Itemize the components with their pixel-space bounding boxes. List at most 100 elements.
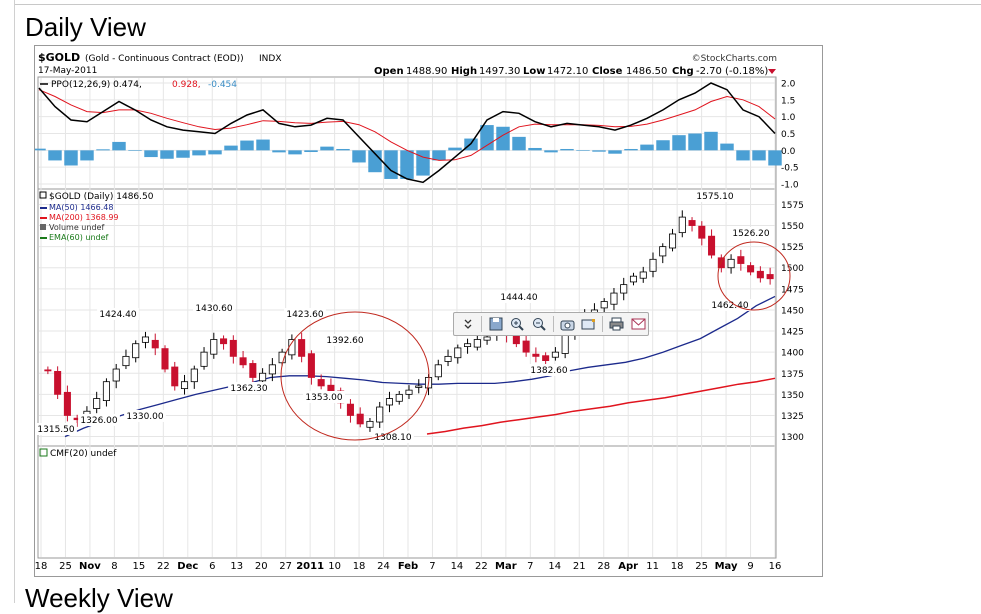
ppo-histogram-bar (656, 140, 670, 151)
close-label: Close (592, 66, 623, 77)
ppo-y-tick-label: 1.0 (781, 113, 796, 123)
candle-body (717, 257, 725, 269)
x-tick-label: 27 (279, 561, 292, 572)
candle-body (220, 338, 228, 345)
high-value: 1497.30 (479, 66, 520, 77)
candle-body (551, 351, 559, 358)
price-annotation-label: 1382.60 (530, 366, 567, 376)
camera-icon[interactable] (558, 315, 577, 333)
screen-icon[interactable] (579, 315, 598, 333)
candle-body (522, 340, 530, 353)
price-legend-volume: Volume undef (49, 223, 104, 232)
x-tick-label: 28 (597, 561, 610, 572)
price-y-tick-label: 1325 (781, 412, 804, 422)
candle-body (210, 339, 218, 355)
ppo-histogram-bar (208, 150, 222, 155)
candle-icon (39, 191, 47, 199)
ppo-histogram-bar (96, 149, 110, 151)
candle-body (532, 353, 540, 357)
ppo-histogram-bar (48, 150, 62, 161)
ppo-histogram-bar (672, 135, 686, 151)
ppo-histogram-bar (416, 150, 430, 176)
save-icon[interactable] (486, 315, 505, 333)
candle-body (385, 398, 394, 406)
price-annotation-label: 1575.10 (696, 192, 733, 202)
toolbar-divider (552, 316, 554, 332)
candle-body (54, 370, 62, 395)
highlight-circle-feb (280, 311, 430, 441)
x-tick-label: 20 (255, 561, 268, 572)
ppo-legend-hist: -0.454 (208, 80, 237, 90)
price-annotation-bg (303, 391, 345, 403)
x-axis-labels: 18 25 Nov 8 15 22 Dec 6 13 20 27 2011 10 18 24 Feb 7 14 22… (35, 561, 782, 572)
ppo-histogram-bar (224, 145, 238, 151)
price-annotation-label: 1444.40 (500, 293, 537, 303)
zoom-out-icon[interactable] (529, 315, 548, 333)
ppo-line (38, 82, 776, 184)
ppo-histogram-bar (64, 150, 78, 166)
x-tick-label: 14 (548, 561, 561, 572)
x-tick-label: 6 (209, 561, 215, 572)
mail-icon[interactable] (629, 315, 648, 333)
price-annotation-bg (124, 410, 166, 422)
candle-body (122, 355, 130, 367)
price-annotation-bg (193, 302, 235, 314)
x-tick-label: May (715, 561, 738, 572)
chg-value: -2.70 (-0.18%) (696, 66, 768, 77)
candle-body (151, 339, 159, 349)
price-y-tick-label: 1575 (781, 201, 804, 211)
ppo-histogram-bar (704, 131, 718, 151)
zoom-in-icon[interactable] (508, 315, 527, 333)
x-tick-label: 2011 (296, 561, 324, 572)
price-annotation-bg (284, 308, 326, 320)
price-annotation-label: 1462.40 (711, 301, 748, 311)
candle-body (649, 258, 657, 272)
ppo-histogram-bar (544, 150, 558, 153)
stock-chart[interactable]: $GOLD (Gold - Continuous Contract (EOD))… (32, 45, 823, 577)
candle-body (678, 216, 686, 234)
ppo-histogram-bar (304, 150, 318, 153)
price-annotation-label: 1353.00 (305, 393, 342, 403)
ppo-histogram-bar (496, 126, 510, 151)
price-annotation-label: 1392.60 (326, 336, 363, 346)
ppo-histogram-bar (368, 150, 382, 173)
price-annotation-label: 1424.40 (99, 310, 136, 320)
x-tick-label: 10 (328, 561, 341, 572)
candle-body (727, 258, 735, 269)
ppo-histogram-bar (576, 150, 590, 151)
x-tick-label: 11 (646, 561, 659, 572)
candle-body (688, 220, 696, 226)
x-tick-label: Feb (398, 561, 418, 572)
ppo-histogram-bar (272, 150, 286, 153)
price-annotation-bg (372, 431, 414, 443)
ppo-legend: PPO(12,26,9) 0.474, 0.928, -0.454 (40, 80, 237, 90)
candle-body (747, 265, 755, 273)
price-annotation-label: 1430.60 (195, 304, 232, 314)
volume-icon (40, 224, 46, 230)
annotation-layer: 1315.50 1326.00 1330.00 1424.40 1430.60 1362.… (35, 190, 772, 443)
candle-body (434, 364, 442, 378)
candle-body (356, 413, 364, 425)
candle-body (171, 366, 179, 387)
ma50-line (64, 295, 776, 438)
candle-body (766, 274, 774, 280)
candle-body (708, 235, 716, 256)
expand-icon[interactable] (458, 315, 477, 333)
print-icon[interactable] (607, 315, 626, 333)
candle-body (483, 336, 491, 341)
price-annotation-bg (694, 190, 736, 202)
price-annotation-label: 1526.20 (732, 229, 769, 239)
price-annotation-bg (35, 423, 77, 435)
ppo-histogram-bar (720, 143, 734, 151)
symbol-description: (Gold - Continuous Contract (EOD)) (85, 54, 244, 64)
cmf-legend: CMF(20) undef (39, 448, 117, 459)
close-value: 1486.50 (626, 66, 667, 77)
x-tick-label: 7 (429, 561, 435, 572)
price-y-tick-label: 1550 (781, 222, 804, 232)
source-label: ©StockCharts.com (692, 54, 777, 64)
ppo-histogram-bar (176, 150, 190, 158)
ppo-histogram-bar (640, 144, 654, 151)
ppo-histogram-bar (32, 148, 46, 151)
price-y-tick-label: 1300 (781, 433, 804, 443)
ma200-line (426, 377, 776, 435)
